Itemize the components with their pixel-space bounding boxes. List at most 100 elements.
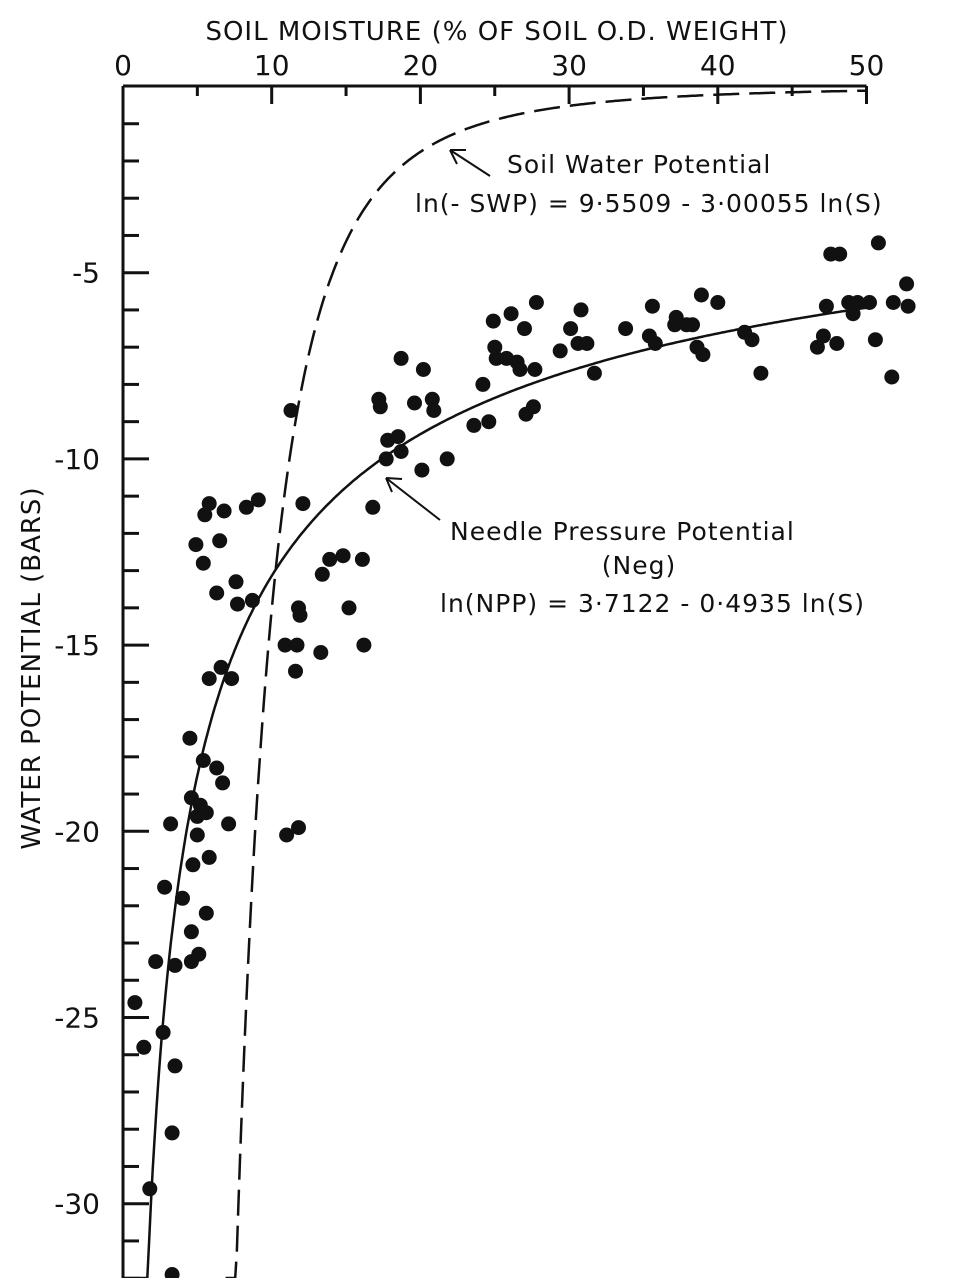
- x-tick-label: 50: [849, 49, 885, 82]
- data-point: [164, 1267, 180, 1282]
- data-point: [753, 365, 769, 381]
- y-tick-label: -10: [54, 443, 100, 476]
- data-point: [354, 551, 370, 567]
- data-point: [188, 537, 204, 553]
- y-tick-label: -25: [54, 1002, 100, 1035]
- data-point: [466, 417, 482, 433]
- data-point: [818, 298, 834, 314]
- data-point: [127, 995, 143, 1011]
- data-point: [899, 276, 915, 292]
- data-point: [390, 429, 406, 445]
- data-point: [224, 671, 240, 687]
- data-point: [424, 391, 440, 407]
- data-point: [693, 287, 709, 303]
- annotation-npp-title: Needle Pressure Potential: [450, 517, 795, 546]
- data-point: [221, 816, 237, 832]
- data-point: [175, 890, 190, 906]
- arrow-icon: [385, 477, 441, 521]
- data-point: [528, 295, 544, 310]
- data-point: [335, 548, 351, 564]
- data-point: [885, 295, 901, 310]
- annotation-npp-equation: ln(NPP) = 3·7122 - 0·4935 ln(S): [440, 589, 865, 618]
- data-point: [862, 295, 877, 310]
- y-tick-label: -15: [54, 629, 100, 662]
- data-point: [393, 444, 409, 459]
- data-point: [487, 339, 503, 355]
- annotation-npp-subtitle: (Neg): [602, 551, 676, 580]
- data-point: [365, 499, 381, 515]
- data-point: [212, 533, 228, 549]
- data-point: [201, 671, 217, 687]
- data-point: [163, 816, 179, 832]
- y-axis-title: WATER POTENTIAL (BARS): [17, 486, 47, 849]
- data-point: [867, 332, 883, 348]
- data-point: [809, 339, 825, 355]
- annotation-needle-pressure-potential: Needle Pressure Potential (Neg) ln(NPP) …: [385, 477, 865, 618]
- data-point: [167, 957, 183, 973]
- data-point: [216, 503, 232, 519]
- data-point: [314, 566, 330, 582]
- data-point: [475, 376, 491, 392]
- data-point: [488, 350, 504, 366]
- data-point: [283, 403, 299, 418]
- data-point: [695, 347, 711, 363]
- annotation-swp-equation: ln(- SWP) = 9·5509 - 3·00055 ln(S): [415, 189, 883, 218]
- data-point: [900, 298, 916, 314]
- data-point: [183, 924, 199, 940]
- data-point: [291, 820, 306, 836]
- data-point: [277, 637, 293, 653]
- annotation-soil-water-potential: Soil Water Potential ln(- SWP) = 9·5509 …: [415, 149, 883, 218]
- data-point: [288, 663, 303, 679]
- data-point: [563, 321, 579, 337]
- arrow-icon: [449, 149, 491, 177]
- axes: 0 10 20 30 40 50 -5 -10 -15 -20 -25 -30: [54, 49, 885, 1280]
- x-tick-label: 30: [551, 49, 587, 82]
- data-point: [209, 760, 225, 776]
- y-tick-label: -20: [54, 815, 100, 848]
- data-point: [313, 645, 329, 660]
- data-point: [201, 496, 217, 512]
- data-point: [439, 451, 455, 467]
- annotation-swp-title: Soil Water Potential: [507, 150, 771, 179]
- data-point: [238, 499, 254, 515]
- data-point: [414, 462, 430, 478]
- data-point: [647, 336, 663, 351]
- x-axis-title: SOIL MOISTURE (% OF SOIL O.D. WEIGHT): [205, 17, 788, 47]
- data-point: [142, 1181, 158, 1197]
- x-tick-label: 40: [700, 49, 736, 82]
- data-point: [527, 362, 543, 377]
- data-point: [279, 827, 295, 843]
- data-point: [167, 1058, 183, 1074]
- data-point: [503, 306, 519, 322]
- data-point: [136, 1039, 152, 1055]
- data-point: [228, 574, 244, 590]
- data-point: [157, 879, 173, 895]
- data-point: [244, 592, 260, 608]
- data-points: [127, 235, 916, 1282]
- data-point: [481, 414, 497, 430]
- data-point: [815, 328, 831, 344]
- needle-pressure-potential-curve: [138, 306, 867, 1280]
- data-point: [209, 585, 225, 601]
- x-tick-label: 0: [114, 49, 132, 82]
- soil-water-potential-curve: [225, 89, 867, 1280]
- data-point: [185, 857, 201, 873]
- data-point: [201, 849, 217, 865]
- data-point: [415, 362, 431, 377]
- data-point: [393, 350, 409, 366]
- y-tick-label: -30: [54, 1188, 100, 1221]
- data-point: [644, 298, 660, 314]
- data-point: [250, 492, 266, 508]
- data-point: [485, 313, 501, 329]
- data-point: [573, 302, 589, 318]
- data-point: [372, 399, 388, 415]
- data-point: [155, 1024, 171, 1040]
- data-point: [230, 596, 245, 612]
- data-point: [295, 496, 311, 512]
- data-point: [829, 336, 845, 351]
- y-tick-label: -5: [72, 257, 100, 290]
- data-point: [710, 295, 726, 310]
- data-point: [850, 295, 866, 310]
- data-point: [517, 321, 532, 337]
